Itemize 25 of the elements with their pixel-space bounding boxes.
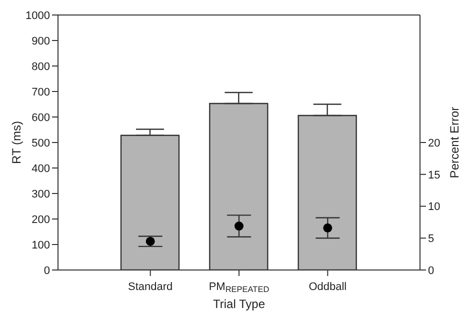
x-axis-title: Trial Type xyxy=(212,297,266,311)
y-tick-label: 400 xyxy=(32,162,50,175)
y2-tick-label: 10 xyxy=(428,201,440,214)
y2-tick-label: 0 xyxy=(428,264,434,277)
x-tick-label: PM$_{REPEATED}$ xyxy=(208,281,270,294)
y-tick-label: 800 xyxy=(32,60,50,73)
y2-axis-title: Percent Error xyxy=(447,106,462,178)
y-axis-title: RT (ms) xyxy=(9,121,24,164)
y-tick-label: 500 xyxy=(32,137,50,150)
x-tick-label: Standard xyxy=(128,281,173,293)
y2-tick-label: 15 xyxy=(428,169,440,182)
y2-tick-label: 5 xyxy=(428,233,434,246)
y-tick-label: 1000 xyxy=(26,10,50,22)
point xyxy=(234,222,244,231)
point xyxy=(323,223,332,232)
y-tick-label: 100 xyxy=(32,239,50,252)
y-tick-label: 300 xyxy=(32,188,50,200)
y-tick-label: 600 xyxy=(32,112,50,124)
y-tick-label: 200 xyxy=(32,214,50,226)
y-tick-label: 900 xyxy=(32,35,50,48)
x-tick-label: Oddball xyxy=(308,281,347,293)
point xyxy=(146,236,155,246)
y-tick-label: 700 xyxy=(32,86,50,98)
y-tick-label: 0 xyxy=(44,264,50,277)
y2-tick-label: 20 xyxy=(428,137,440,150)
